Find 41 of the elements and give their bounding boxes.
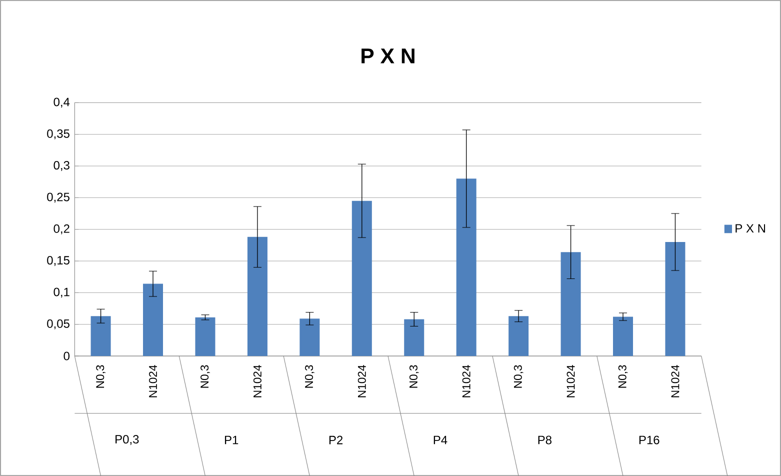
x-tick-label: N0,3 — [200, 365, 210, 388]
bar — [404, 319, 424, 356]
y-tick-label: 0,3 — [54, 161, 70, 171]
x-tick-label: N0,3 — [96, 365, 106, 388]
bar — [352, 200, 372, 356]
text: P0,3 — [116, 435, 139, 445]
text: P2 — [329, 436, 343, 444]
bar — [613, 316, 634, 356]
text: P8 — [538, 436, 552, 444]
bar — [90, 316, 111, 356]
text: P1 — [224, 436, 238, 444]
y-tick-label: 0,15 — [47, 256, 70, 266]
y-tick-label: 0 — [64, 352, 70, 360]
x-tick-label: N1024 — [358, 365, 366, 398]
y-tick-label: 0,2 — [54, 224, 70, 234]
y-tick-label: 0,4 — [54, 98, 70, 108]
y-tick-label: 0,25 — [47, 192, 70, 203]
bar — [247, 236, 268, 356]
chart-title: P X N — [362, 48, 414, 64]
x-tick-label: N0,3 — [514, 365, 524, 388]
bar — [143, 284, 164, 356]
bar — [508, 316, 529, 356]
x-tick-label: N1024 — [671, 365, 680, 398]
x-tick-label: N1024 — [149, 365, 158, 398]
text: P16 — [639, 436, 660, 444]
x-tick-label: N0,3 — [618, 365, 628, 388]
y-tick-label: 0,05 — [47, 319, 70, 330]
legend-label: P X N — [736, 224, 766, 232]
x-tick-label: N1024 — [566, 365, 575, 398]
x-tick-label: N0,3 — [305, 365, 314, 388]
text: P4 — [434, 436, 448, 444]
x-tick-label: N0,3 — [409, 365, 419, 388]
bar — [456, 178, 476, 356]
bar — [560, 252, 581, 356]
y-tick-label: 0,1 — [54, 288, 70, 298]
bar — [300, 318, 320, 356]
y-tick-label: 0,35 — [47, 129, 70, 140]
bar — [665, 242, 686, 356]
x-tick-label: N1024 — [462, 365, 470, 398]
x-tick-label: N1024 — [253, 365, 262, 398]
bar — [195, 317, 216, 356]
